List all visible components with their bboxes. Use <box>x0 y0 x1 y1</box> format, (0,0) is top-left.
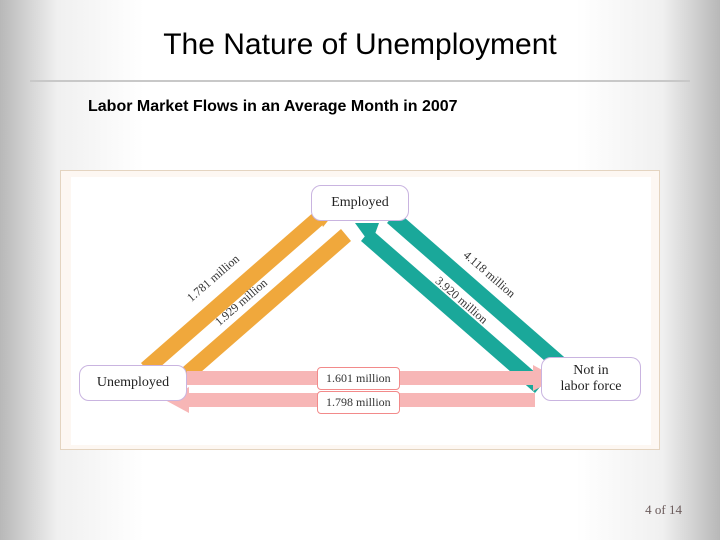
page-sep: of <box>652 502 669 517</box>
page-number: 4 of 14 <box>645 502 682 518</box>
label-nilf-to-unemp: 1.798 million <box>317 391 400 414</box>
page-title: The Nature of Unemployment <box>30 0 690 82</box>
arrow-unemp-to-emp <box>141 211 325 375</box>
page-total: 14 <box>669 502 682 517</box>
slide: The Nature of Unemployment Labor Market … <box>0 0 720 540</box>
node-nilf: Not in labor force <box>541 357 641 401</box>
arrow-emp-to-nilf <box>387 211 571 375</box>
diagram-outer: Employed Unemployed Not in labor force 1… <box>60 170 660 450</box>
label-unemp-to-nilf: 1.601 million <box>317 367 400 390</box>
diagram-inner: Employed Unemployed Not in labor force 1… <box>71 177 651 445</box>
diagram-subtitle: Labor Market Flows in an Average Month i… <box>88 98 720 116</box>
node-employed: Employed <box>311 185 409 221</box>
node-unemployed: Unemployed <box>79 365 187 401</box>
